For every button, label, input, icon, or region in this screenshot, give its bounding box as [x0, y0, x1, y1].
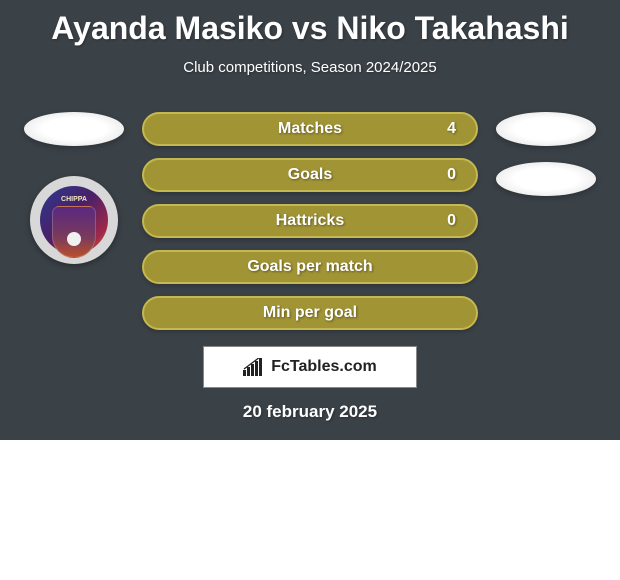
stat-bar-matches: Matches 4	[142, 112, 478, 146]
right-player-col	[496, 112, 596, 196]
stat-bar-mpg: Min per goal	[142, 296, 478, 330]
player-oval-right-2	[496, 162, 596, 196]
stat-label: Goals per match	[247, 258, 372, 276]
stat-value: 0	[447, 212, 456, 230]
stat-label: Min per goal	[263, 304, 357, 322]
stat-label: Hattricks	[276, 212, 344, 230]
player-oval-right-1	[496, 112, 596, 146]
stat-bar-gpm: Goals per match	[142, 250, 478, 284]
stat-value: 4	[447, 120, 456, 138]
crest-label: CHIPPA	[61, 196, 87, 203]
content-row: CHIPPA Matches 4 Goals 0 Hattricks 0 Goa…	[0, 112, 620, 330]
snapshot-date: 20 february 2025	[0, 402, 620, 422]
stat-bar-hattricks: Hattricks 0	[142, 204, 478, 238]
stat-bar-goals: Goals 0	[142, 158, 478, 192]
logo-text: FcTables.com	[271, 358, 377, 376]
chart-bars-icon	[243, 358, 265, 376]
page-title: Ayanda Masiko vs Niko Takahashi	[0, 0, 620, 47]
club-crest-left: CHIPPA	[30, 176, 118, 264]
crest-ball-icon	[67, 232, 81, 246]
player-oval-left	[24, 112, 124, 146]
stats-column: Matches 4 Goals 0 Hattricks 0 Goals per …	[142, 112, 478, 330]
stat-label: Matches	[278, 120, 342, 138]
stat-label: Goals	[288, 166, 332, 184]
left-player-col: CHIPPA	[24, 112, 124, 264]
stat-value: 0	[447, 166, 456, 184]
comparison-panel: Ayanda Masiko vs Niko Takahashi Club com…	[0, 0, 620, 440]
source-logo[interactable]: FcTables.com	[203, 346, 417, 388]
subtitle: Club competitions, Season 2024/2025	[0, 59, 620, 76]
